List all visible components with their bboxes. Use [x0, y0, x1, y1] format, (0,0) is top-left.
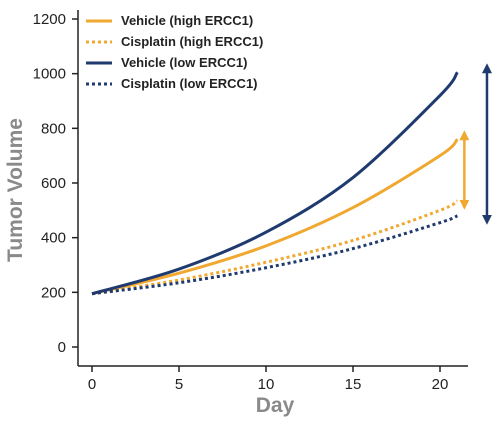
series-line-cisplatin-high-ercc1 [91, 199, 459, 296]
x-ticks: 0 5 10 15 20 [88, 366, 449, 393]
y-tick-label: 600 [41, 175, 66, 192]
legend-entry-vehicle-low: Vehicle (low ERCC1) [86, 55, 247, 70]
y-tick-label: 0 [58, 339, 66, 356]
y-axis-title: Tumor Volume [4, 118, 27, 262]
y-tick-label: 800 [41, 120, 66, 137]
legend: Vehicle (high ERCC1) Cisplatin (high ERC… [86, 13, 263, 91]
y-tick-label: 1000 [33, 66, 66, 83]
series-line-cisplatin-low-ercc1 [91, 214, 459, 296]
y-tick-label: 200 [41, 284, 66, 301]
x-tick-label: 15 [345, 376, 362, 393]
x-tick-label: 0 [88, 376, 96, 393]
legend-label-vehicle-low: Vehicle (low ERCC1) [121, 55, 247, 70]
legend-label-cisplatin-high: Cisplatin (high ERCC1) [121, 34, 263, 49]
y-ticks: 0 200 400 600 800 1000 1200 [33, 11, 78, 356]
legend-label-cisplatin-low: Cisplatin (low ERCC1) [121, 76, 258, 91]
legend-entry-cisplatin-low: Cisplatin (low ERCC1) [86, 76, 258, 91]
legend-entry-vehicle-high: Vehicle (high ERCC1) [86, 13, 253, 28]
series-line-vehicle-high-ercc1 [91, 138, 459, 296]
y-tick-label: 400 [41, 230, 66, 247]
x-tick-label: 20 [432, 376, 449, 393]
annotation-layer [459, 63, 492, 225]
legend-entry-cisplatin-high: Cisplatin (high ERCC1) [86, 34, 263, 49]
x-tick-label: 5 [175, 376, 183, 393]
axes [77, 10, 468, 367]
x-axis-title: Day [256, 394, 295, 417]
series-line-vehicle-low-ercc1 [91, 71, 459, 296]
y-tick-label: 1200 [33, 11, 66, 28]
x-tick-label: 10 [258, 376, 275, 393]
legend-label-vehicle-high: Vehicle (high ERCC1) [121, 13, 253, 28]
series-layer [91, 71, 459, 296]
